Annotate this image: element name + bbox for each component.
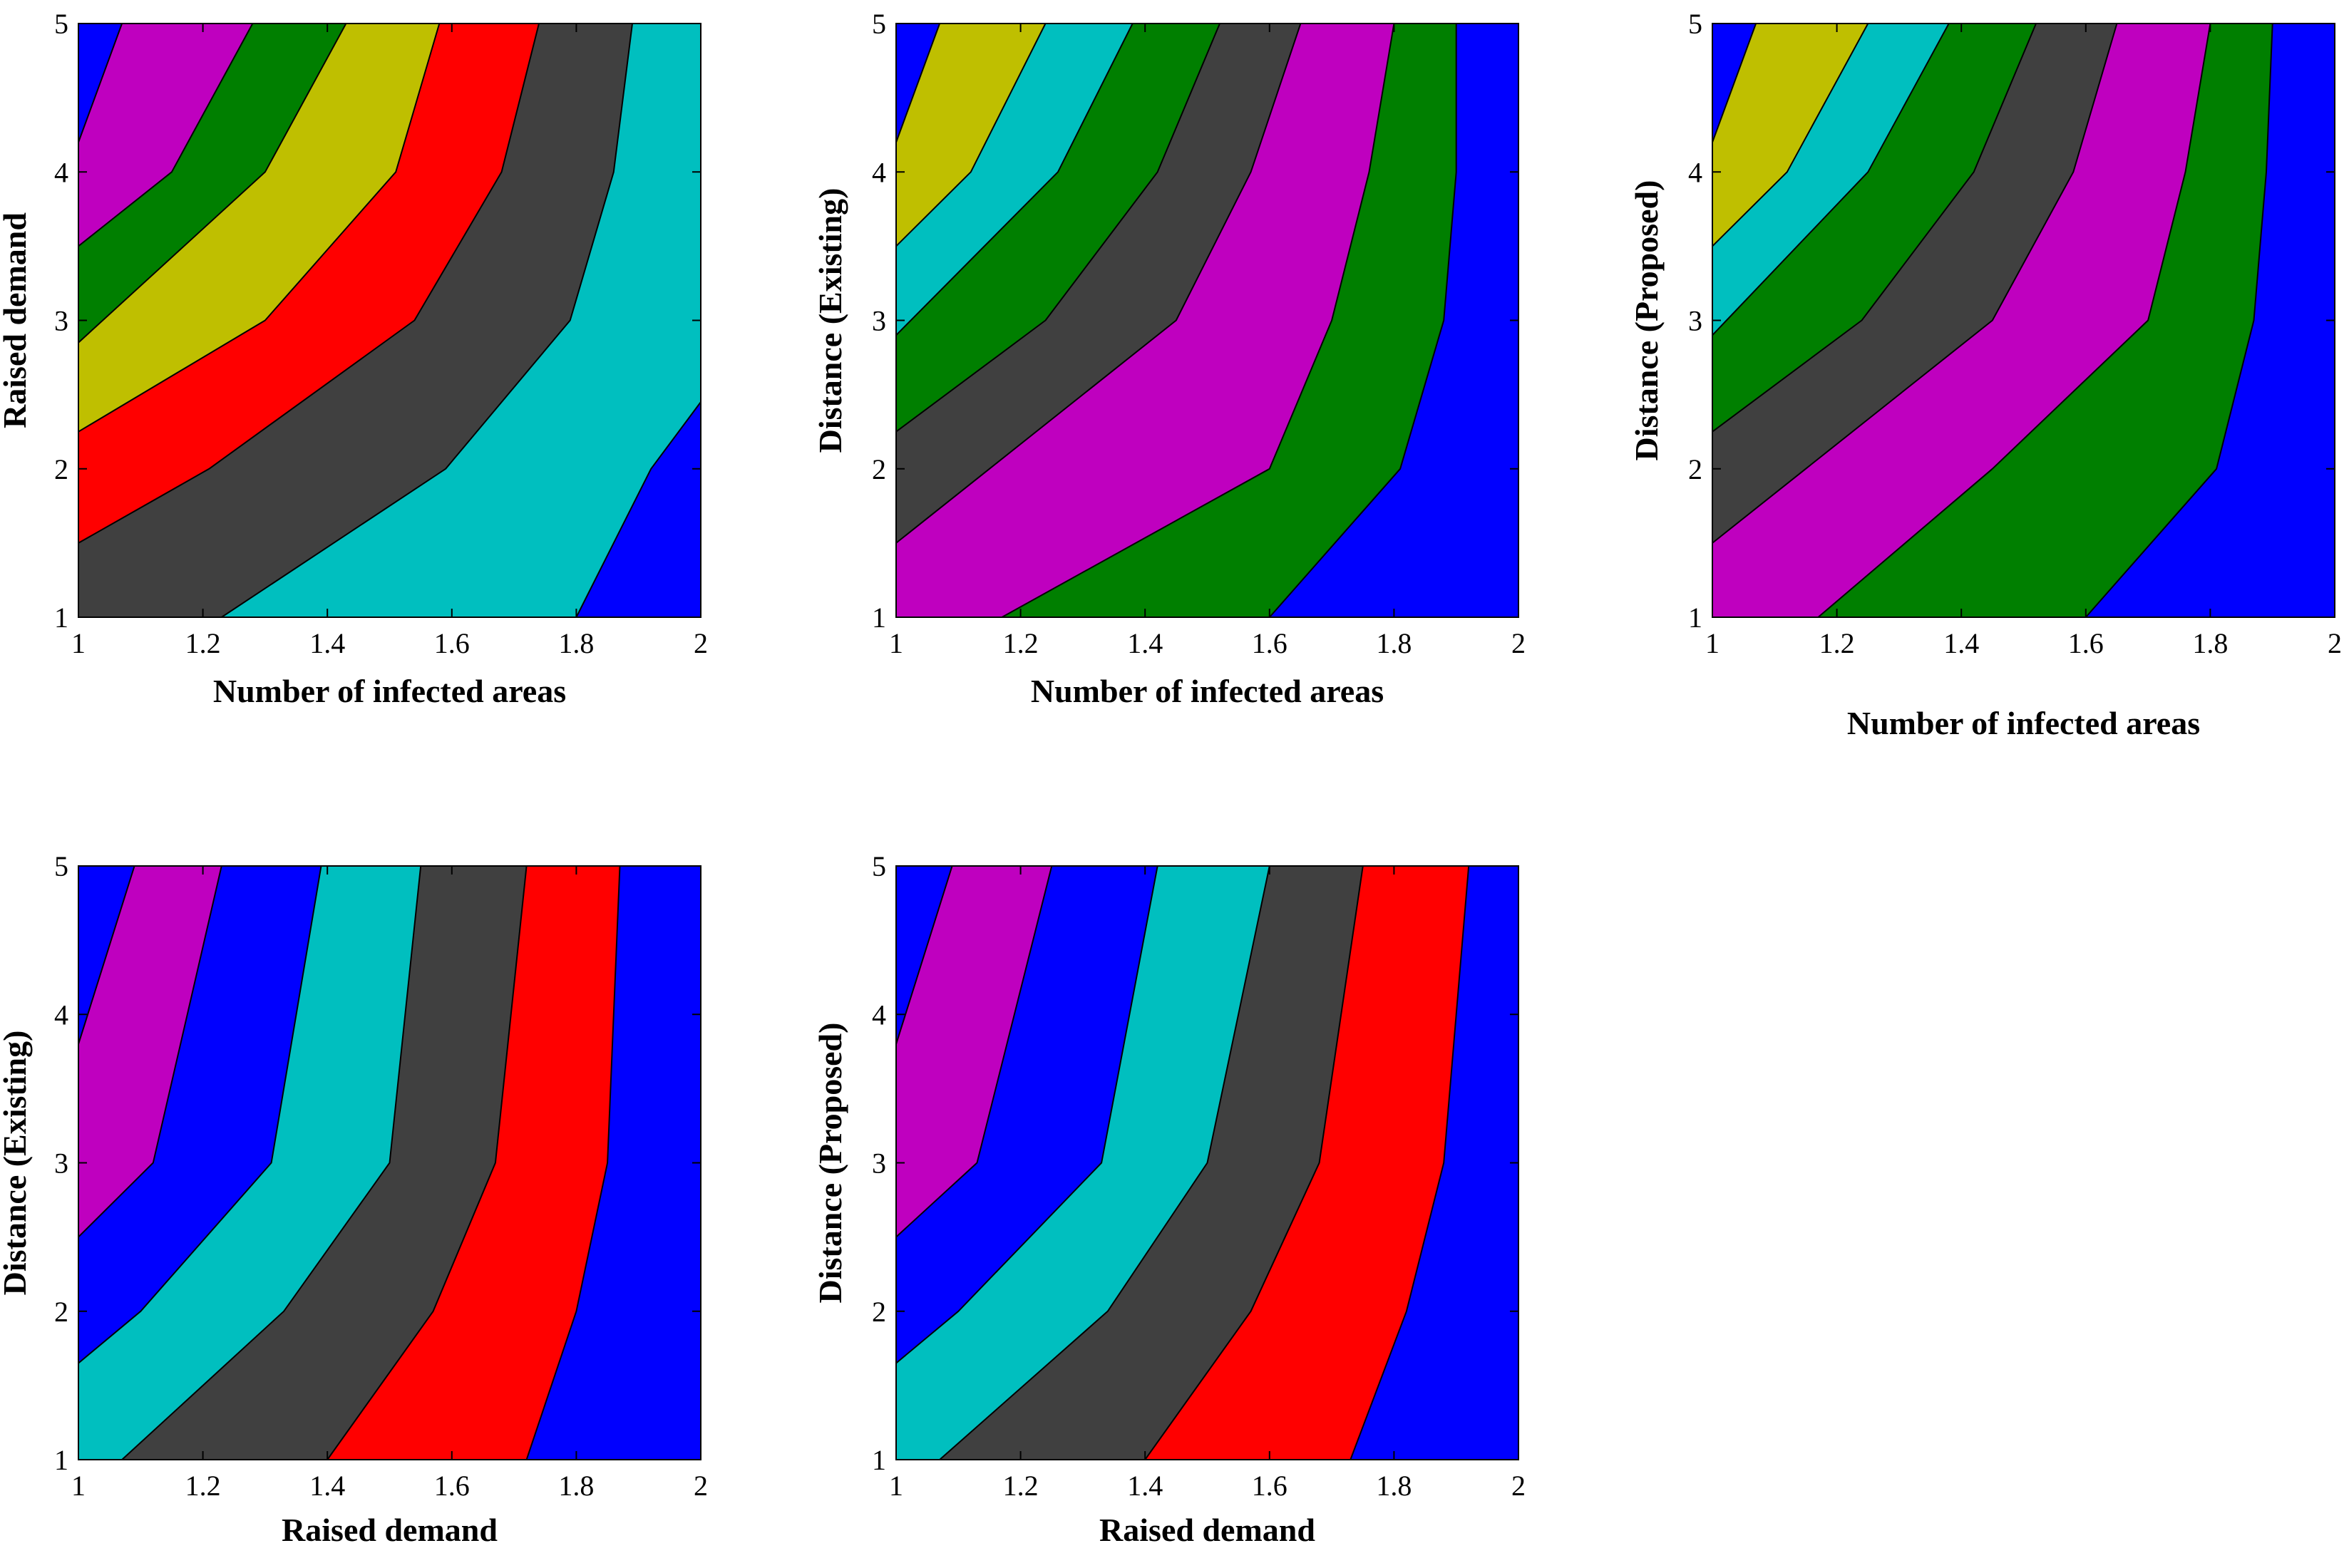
x-tick-label: 1	[1705, 627, 1720, 659]
x-tick-label: 1	[889, 627, 903, 659]
y-tick-label: 2	[1688, 453, 1702, 485]
x-tick-label: 1.6	[2068, 627, 2104, 659]
y-tick-label: 1	[872, 1444, 886, 1476]
x-tick-label: 1.6	[434, 1470, 470, 1502]
y-tick-label: 1	[1688, 602, 1702, 634]
y-tick-label: 2	[54, 1296, 68, 1328]
x-tick-label: 1.6	[1252, 627, 1287, 659]
x-tick-label: 1.6	[1252, 1470, 1287, 1502]
x-tick-label: 1.8	[1376, 627, 1412, 659]
x-tick-label: 2	[1511, 1470, 1526, 1502]
x-tick-label: 1	[71, 627, 86, 659]
y-tick-label: 1	[54, 1444, 68, 1476]
x-tick-label: 1.2	[185, 627, 221, 659]
y-tick-label: 3	[54, 1147, 68, 1180]
x-tick-label: 1.6	[434, 627, 470, 659]
x-tick-label: 1.8	[558, 627, 594, 659]
y-tick-label: 2	[54, 453, 68, 485]
y-tick-label: 3	[872, 305, 886, 337]
contour-panel-3: 1 1.2 1.4 1.6 1.8 2 1 2 3 4 5 Number of infected ar…	[1628, 8, 2342, 741]
y-axis-label: Raised demand	[0, 212, 33, 428]
x-tick-label: 1	[889, 1470, 903, 1502]
y-tick-label: 4	[54, 156, 68, 188]
x-tick-label: 1.2	[1819, 627, 1855, 659]
y-tick-label: 5	[872, 850, 886, 882]
x-axis-label: Number of infected areas	[1847, 705, 2200, 741]
contour-panel-2: 1 1.2 1.4 1.6 1.8 2 1 2 3 4 5 Number of infected ar…	[812, 8, 1526, 709]
y-tick-label: 4	[872, 156, 886, 188]
y-tick-label: 3	[1688, 305, 1702, 337]
x-tick-label: 1.4	[1127, 1470, 1163, 1502]
x-tick-label: 2	[694, 627, 708, 659]
x-tick-label: 1.8	[2192, 627, 2228, 659]
x-tick-label: 1.4	[309, 1470, 345, 1502]
y-tick-label: 5	[54, 850, 68, 882]
y-tick-label: 3	[54, 305, 68, 337]
x-tick-label: 1.4	[1943, 627, 1979, 659]
x-axis-label: Number of infected areas	[1031, 673, 1384, 709]
x-tick-label: 2	[694, 1470, 708, 1502]
x-tick-label: 1.8	[1376, 1470, 1412, 1502]
x-tick-label: 1	[71, 1470, 86, 1502]
y-tick-label: 5	[872, 8, 886, 40]
y-tick-label: 3	[872, 1147, 886, 1180]
y-axis-label: Distance (Existing)	[0, 1031, 33, 1296]
contour-panel-1: 1 1.2 1.4 1.6 1.8 2 1 2 3 4 5 Number of infected ar…	[0, 8, 708, 709]
y-tick-label: 5	[54, 8, 68, 40]
x-tick-label: 1.2	[1003, 627, 1039, 659]
y-tick-label: 2	[872, 1296, 886, 1328]
contour-panel-4: 1 1.2 1.4 1.6 1.8 2 1 2 3 4 5 Raised demand Distance…	[0, 850, 708, 1548]
x-tick-label: 1.4	[1127, 627, 1163, 659]
contour-panel-5: 1 1.2 1.4 1.6 1.8 2 1 2 3 4 5 Raised demand Distance…	[812, 850, 1526, 1548]
x-tick-label: 1.4	[309, 627, 345, 659]
y-axis-label: Distance (Existing)	[812, 188, 848, 453]
y-tick-label: 1	[54, 602, 68, 634]
x-tick-label: 1.2	[185, 1470, 221, 1502]
y-tick-label: 4	[872, 999, 886, 1031]
x-axis-label: Raised demand	[282, 1512, 498, 1548]
y-tick-label: 4	[1688, 156, 1702, 188]
y-axis-label: Distance (Proposed)	[812, 1023, 848, 1304]
y-tick-label: 5	[1688, 8, 1702, 40]
x-tick-label: 1.8	[558, 1470, 594, 1502]
y-tick-label: 4	[54, 999, 68, 1031]
y-axis-label: Distance (Proposed)	[1628, 180, 1665, 461]
y-tick-label: 1	[872, 602, 886, 634]
y-tick-label: 2	[872, 453, 886, 485]
x-axis-label: Raised demand	[1099, 1512, 1315, 1548]
x-axis-label: Number of infected areas	[213, 673, 566, 709]
x-tick-label: 2	[2328, 627, 2342, 659]
x-tick-label: 2	[1511, 627, 1526, 659]
x-tick-label: 1.2	[1003, 1470, 1039, 1502]
